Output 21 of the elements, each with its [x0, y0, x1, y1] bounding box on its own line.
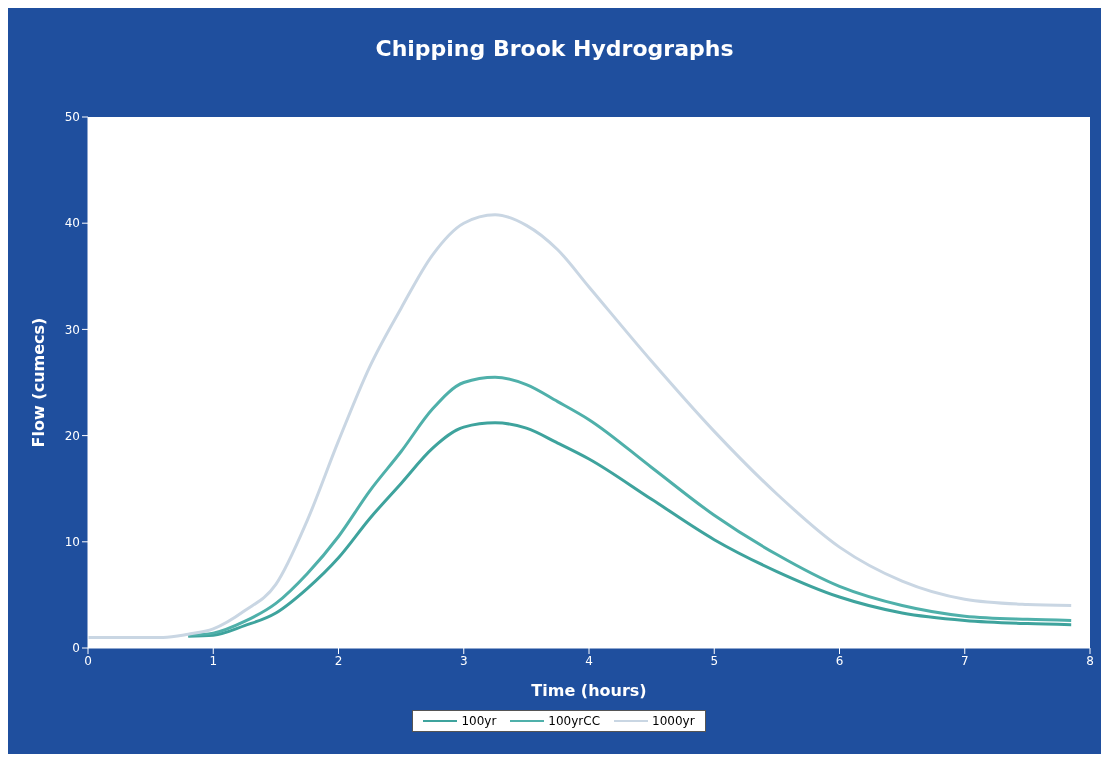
y-tick-label: 50: [64, 110, 80, 125]
x-tick-label: 6: [835, 653, 844, 668]
x-tick-label: 5: [710, 653, 719, 668]
x-tick-label: 4: [585, 653, 593, 668]
legend-label: 100yrCC: [547, 714, 601, 728]
x-axis-title: Time (hours): [531, 681, 647, 700]
y-tick-label: 20: [64, 428, 80, 443]
x-tick-label: 3: [459, 653, 468, 668]
chart-title: Chipping Brook Hydrographs: [374, 36, 735, 61]
y-tick-label: 30: [64, 322, 80, 337]
y-tick-label: 10: [64, 535, 80, 550]
y-tick-label: 0: [72, 641, 80, 656]
y-tick-label: 40: [64, 216, 80, 231]
x-tick-label: 0: [84, 653, 92, 668]
legend-label: 1000yr: [651, 714, 695, 728]
x-tick-label: 1: [209, 653, 218, 668]
y-axis-title: Flow (cumecs): [28, 317, 48, 448]
x-tick-label: 8: [1086, 653, 1094, 668]
x-tick-label: 7: [960, 653, 969, 668]
legend-label: 100yr: [460, 714, 497, 728]
x-tick-label: 2: [334, 653, 343, 668]
